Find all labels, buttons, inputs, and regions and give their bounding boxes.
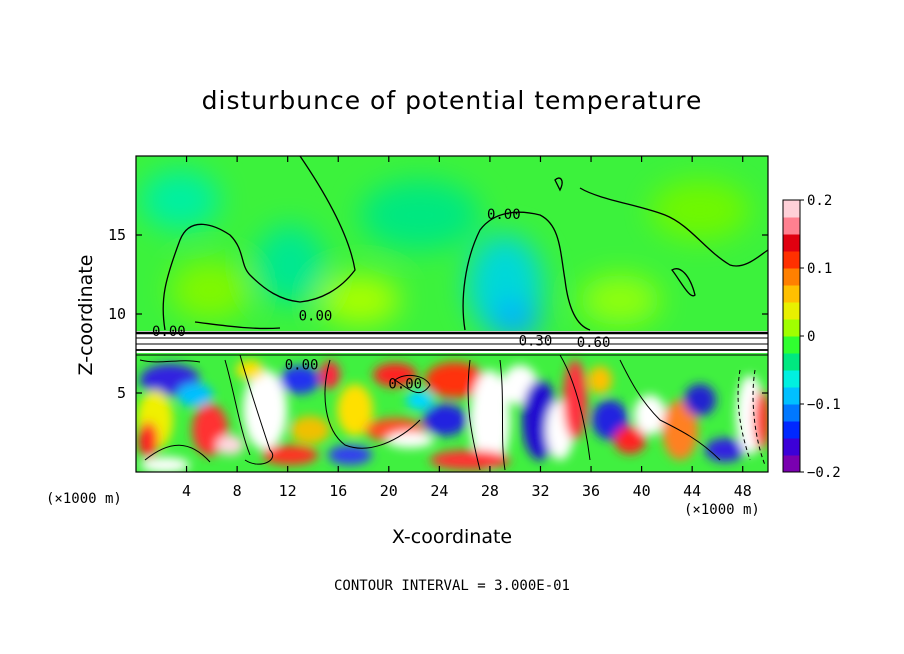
colorbar-swatch xyxy=(783,302,800,320)
colorbar-tick-label: −0.2 xyxy=(807,465,841,481)
colorbar-tick-label: 0 xyxy=(807,329,815,345)
lower-anomalies xyxy=(137,360,768,472)
contour-label: 0.30 xyxy=(519,334,553,350)
contour-label: 0.00 xyxy=(285,357,319,373)
contour-lines xyxy=(136,156,768,356)
contour-label: 0.00 xyxy=(299,308,333,324)
colorbar-tick-label: −0.1 xyxy=(807,397,841,413)
y-tick-label: 5 xyxy=(117,384,126,402)
x-tick-label: 36 xyxy=(582,482,600,500)
y-tick-label: 15 xyxy=(108,226,126,244)
colorbar-swatch xyxy=(783,387,800,405)
contour-label: 0.00 xyxy=(152,324,186,340)
x-unit-right: (×1000 m) xyxy=(684,502,760,518)
x-tick-label: 20 xyxy=(380,482,398,500)
lower-contour-lines xyxy=(139,354,766,471)
colorbar-swatch xyxy=(783,268,800,286)
upper-anomalies xyxy=(140,170,750,338)
colorbar-swatch xyxy=(783,370,800,388)
x-tick-label: 12 xyxy=(279,482,297,500)
contour-label: 0.60 xyxy=(577,335,611,351)
y-axis: 5 10 15 xyxy=(108,226,768,402)
x-tick-label: 48 xyxy=(734,482,752,500)
x-tick-label: 28 xyxy=(481,482,499,500)
colorbar-swatch xyxy=(783,251,800,269)
x-tick-label: 4 xyxy=(182,482,191,500)
colorbar-swatch xyxy=(783,438,800,456)
colorbar-swatch xyxy=(783,421,800,439)
x-axis: 4 8 12 16 20 24 28 32 36 40 44 48 xyxy=(182,156,752,500)
x-tick-label: 44 xyxy=(683,482,701,500)
colorbar-swatch xyxy=(783,455,800,473)
x-axis-title: X-coordinate xyxy=(391,526,513,548)
colorbar-swatch xyxy=(783,353,800,371)
x-tick-label: 16 xyxy=(329,482,347,500)
colorbar-swatch xyxy=(783,234,800,252)
colorbar-swatch xyxy=(783,217,800,235)
colorbar-tick-label: 0.1 xyxy=(807,261,832,277)
contour-label: 0.00 xyxy=(487,207,521,223)
y-tick-label: 10 xyxy=(108,305,126,323)
contour-labels: 0.00 0.00 0.00 0.30 0.60 0.00 0.00 xyxy=(152,207,610,392)
x-tick-label: 24 xyxy=(430,482,448,500)
x-tick-label: 8 xyxy=(233,482,242,500)
colorbar-swatch xyxy=(783,336,800,354)
colorbar: 0.2 0.1 0 −0.1 −0.2 xyxy=(782,193,841,481)
colorbar-swatch xyxy=(783,285,800,303)
colorbar-tick-label: 0.2 xyxy=(807,193,832,209)
contour-interval-note: CONTOUR INTERVAL = 3.000E-01 xyxy=(333,578,570,594)
x-tick-label: 32 xyxy=(531,482,549,500)
field-layer xyxy=(136,156,768,472)
colorbar-swatch xyxy=(783,319,800,337)
colorbar-swatch xyxy=(783,404,800,422)
x-tick-label: 40 xyxy=(633,482,651,500)
x-unit-left: (×1000 m) xyxy=(46,491,122,507)
y-axis-title: Z-coordinate xyxy=(75,254,97,376)
inversion-layer xyxy=(136,331,768,353)
chart-title: disturbunce of potential temperature xyxy=(201,86,703,115)
colorbar-swatch xyxy=(783,200,800,218)
contour-label: 0.00 xyxy=(388,376,422,392)
